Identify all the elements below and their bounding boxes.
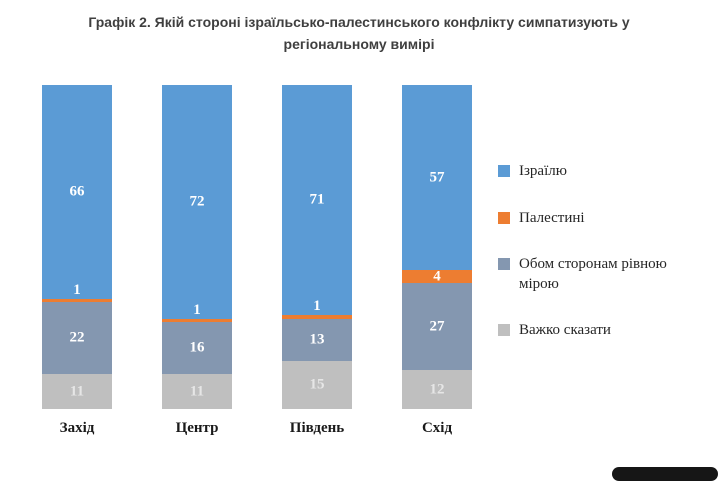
bar-segment: 13 xyxy=(282,318,352,361)
bar-segment: 12 xyxy=(402,370,472,410)
value-label: 16 xyxy=(189,339,205,356)
legend-item: Обом сторонам рівною мірою xyxy=(498,254,712,295)
bar-segment: 66 xyxy=(42,85,112,300)
bar-segment: 22 xyxy=(42,302,112,374)
bar-column-4: 57 4 27 12 Схід xyxy=(402,85,472,437)
legend: Ізраїлю Палестині Обом сторонам рівною мір… xyxy=(498,161,712,437)
value-label: 4 xyxy=(433,268,441,285)
category-label: Південь xyxy=(289,420,345,437)
value-label: 11 xyxy=(189,383,205,400)
chart-area: 66 1 22 11 Захід 72 1 16 11 Центр 71 1 13 15 Південь 57… xyxy=(0,85,718,437)
category-label: Центр xyxy=(175,420,219,437)
legend-label: Ізраїлю xyxy=(519,163,567,180)
bar-segment: 27 xyxy=(402,283,472,371)
legend-swatch xyxy=(498,324,510,337)
bar-column-1: 66 1 22 11 Захід xyxy=(42,85,112,437)
legend-item: Ізраїлю xyxy=(498,161,712,181)
value-label: 11 xyxy=(69,383,85,400)
bar-segment: 57 xyxy=(402,85,472,271)
value-label: 15 xyxy=(309,376,325,393)
value-label: 22 xyxy=(69,329,85,346)
legend-label: Важко сказати xyxy=(519,322,611,339)
value-label: 13 xyxy=(309,331,325,348)
legend-swatch xyxy=(498,165,510,178)
category-label: Захід xyxy=(59,420,95,437)
horizontal-scrollbar-thumb[interactable] xyxy=(612,467,718,481)
legend-swatch xyxy=(498,211,510,224)
bar-segment: 16 xyxy=(162,321,232,374)
bar-segment: 11 xyxy=(162,373,232,410)
bar-segment: 72 xyxy=(162,85,232,319)
bar-segment: 71 xyxy=(282,85,352,316)
plot-area: 66 1 22 11 Захід 72 1 16 11 Центр 71 1 13 15 Південь 57… xyxy=(42,85,472,437)
bar-segment: 4 xyxy=(402,268,472,285)
value-label: 27 xyxy=(429,318,445,335)
legend-swatch xyxy=(498,257,510,270)
value-label: 71 xyxy=(309,191,325,208)
value-label: 66 xyxy=(69,183,85,200)
value-label: 12 xyxy=(429,381,445,398)
bar-segment: 15 xyxy=(282,360,352,410)
stacked-bar: 57 4 27 12 xyxy=(402,85,472,410)
stacked-bar: 71 1 13 15 xyxy=(282,85,352,410)
legend-item: Важко сказати xyxy=(498,320,712,340)
legend-item: Палестині xyxy=(498,208,712,228)
bars: 66 1 22 11 Захід 72 1 16 11 Центр 71 1 13 15 Південь 57… xyxy=(42,85,472,437)
legend-label: Обом сторонам рівною мірою xyxy=(519,255,667,293)
value-label: 72 xyxy=(189,193,205,210)
value-label: 57 xyxy=(429,169,445,186)
bar-column-2: 72 1 16 11 Центр xyxy=(162,85,232,437)
stacked-bar: 72 1 16 11 xyxy=(162,85,232,410)
category-label: Схід xyxy=(421,420,453,437)
legend-label: Палестині xyxy=(519,209,585,226)
bar-segment: 11 xyxy=(42,373,112,410)
bar-column-3: 71 1 13 15 Південь xyxy=(282,85,352,437)
chart-title: Графік 2. Якій стороні ізраїльсько-палес… xyxy=(88,14,630,52)
stacked-bar: 66 1 22 11 xyxy=(42,85,112,410)
